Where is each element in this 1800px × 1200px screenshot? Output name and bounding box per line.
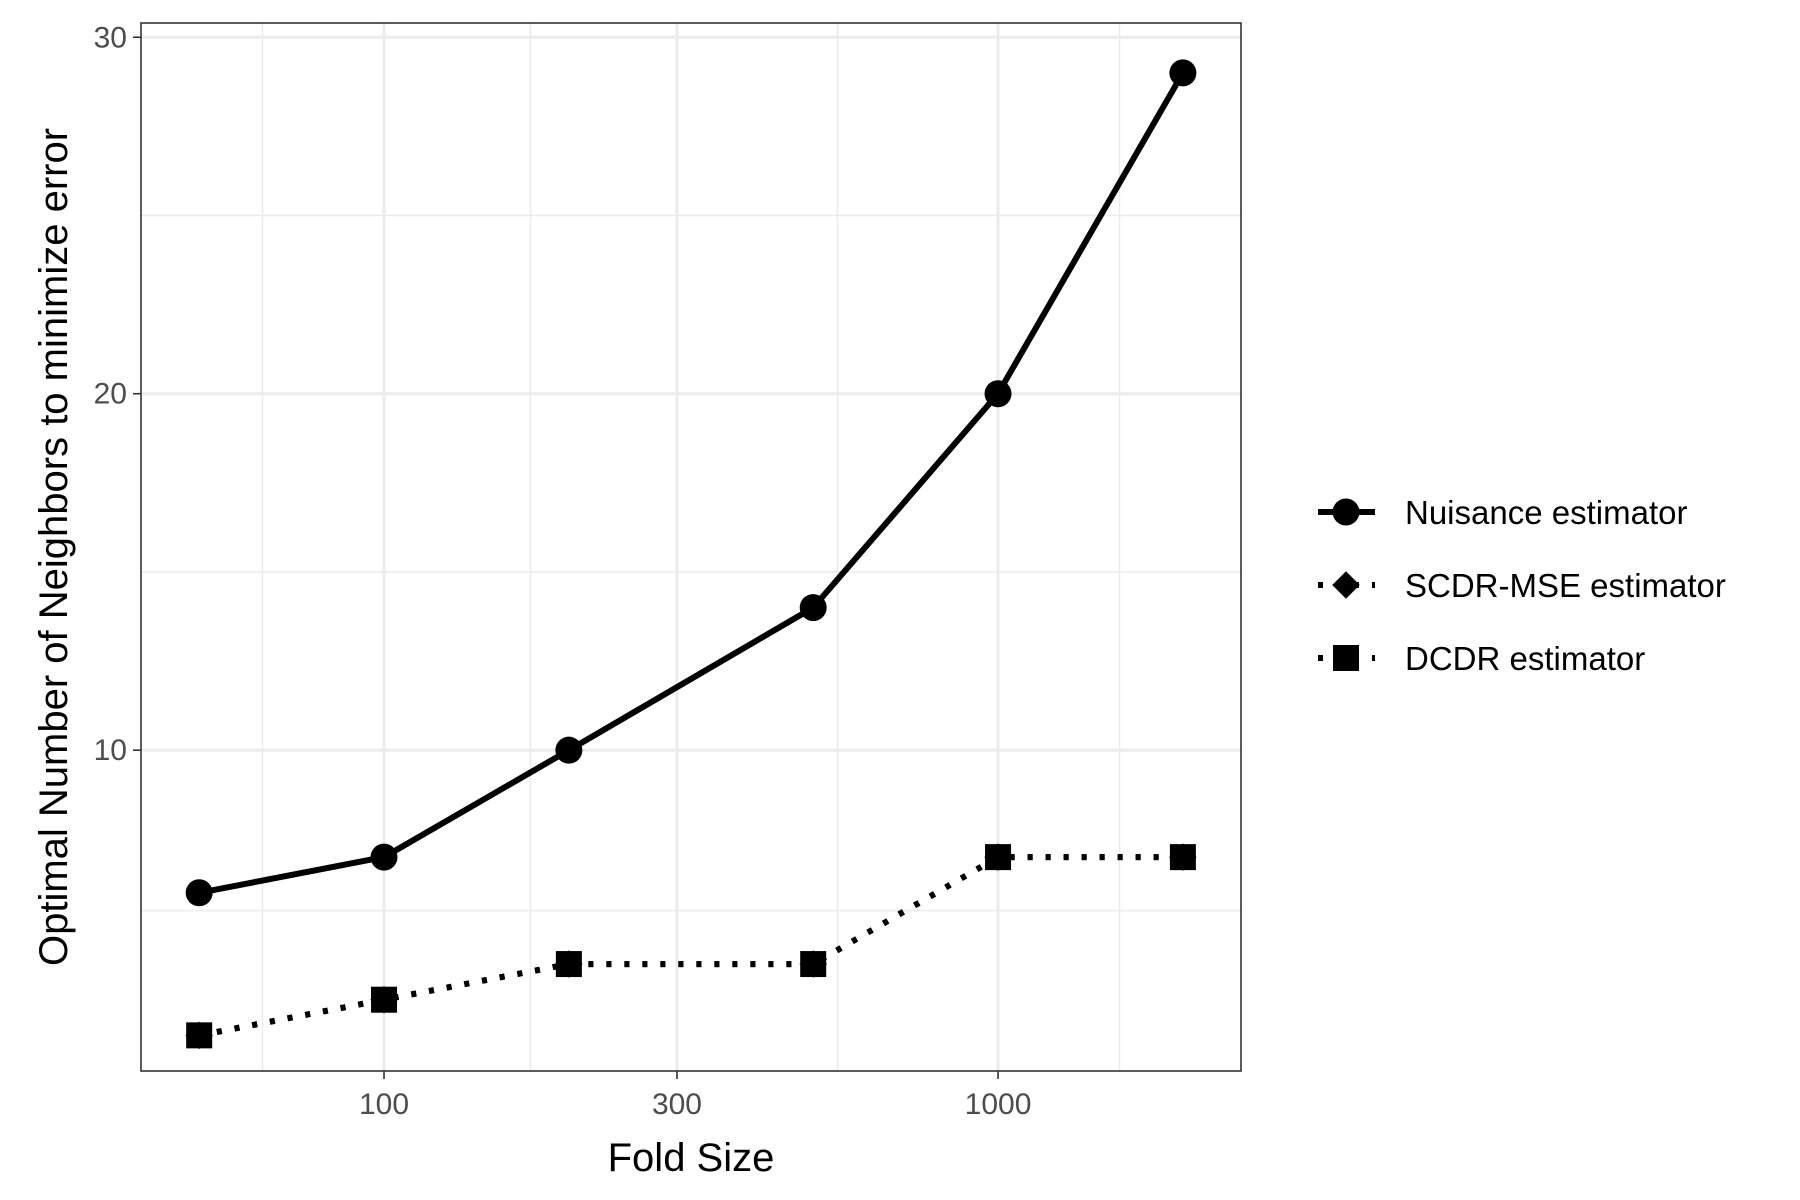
data-point bbox=[800, 951, 827, 978]
data-point bbox=[185, 879, 213, 907]
y-tick-label: 10 bbox=[94, 734, 127, 767]
legend-item: Nuisance estimator bbox=[1318, 494, 1687, 531]
legend: Nuisance estimator SCDR-MSE estimator DCDR… bbox=[1318, 494, 1726, 677]
x-tick-label: 300 bbox=[652, 1088, 702, 1121]
x-tick-label: 1000 bbox=[965, 1088, 1032, 1121]
data-point bbox=[1169, 844, 1196, 871]
data-point bbox=[985, 844, 1012, 871]
series-dcdr-estimator bbox=[186, 844, 1196, 1049]
data-point bbox=[1169, 59, 1197, 87]
panel-border bbox=[140, 22, 1242, 1072]
data-point bbox=[186, 1022, 213, 1049]
legend-item: SCDR-MSE estimator bbox=[1318, 567, 1726, 604]
legend-key-marker bbox=[1332, 571, 1360, 599]
x-tick-label: 100 bbox=[359, 1088, 409, 1121]
legend-key-marker bbox=[1332, 498, 1360, 526]
series-nuisance-estimator bbox=[185, 59, 1197, 907]
data-point bbox=[371, 986, 398, 1013]
axes: 100 300 1000 10 20 30 bbox=[94, 21, 1032, 1121]
data-point bbox=[555, 951, 582, 978]
y-tick-label: 20 bbox=[94, 378, 127, 411]
data-point bbox=[370, 843, 398, 871]
legend-key-marker bbox=[1333, 645, 1359, 671]
y-tick-label: 30 bbox=[94, 21, 127, 54]
series-line bbox=[198, 71, 1186, 896]
data-point bbox=[799, 594, 827, 622]
legend-label: SCDR-MSE estimator bbox=[1405, 567, 1726, 604]
grid bbox=[141, 23, 1241, 1071]
y-axis-title: Optimal Number of Neighbors to minimize … bbox=[32, 128, 76, 966]
series-line bbox=[198, 854, 1183, 1039]
x-axis-title: Fold Size bbox=[608, 1136, 775, 1180]
legend-item: DCDR estimator bbox=[1318, 640, 1645, 677]
legend-label: DCDR estimator bbox=[1405, 640, 1645, 677]
data-point bbox=[984, 380, 1012, 408]
data-point bbox=[555, 736, 583, 764]
series-layer bbox=[185, 59, 1197, 1050]
legend-label: Nuisance estimator bbox=[1405, 494, 1687, 531]
